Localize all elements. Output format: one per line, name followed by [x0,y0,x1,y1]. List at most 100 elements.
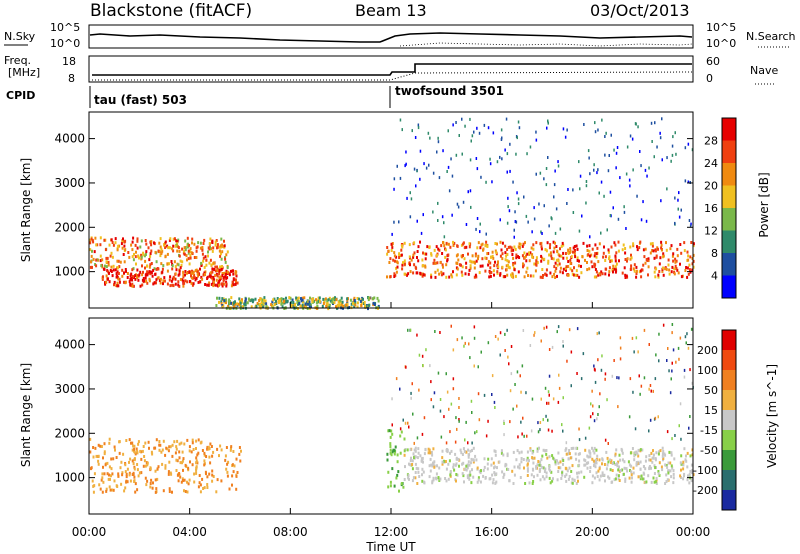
velocity-cell [195,459,198,463]
power-cell [626,259,628,263]
velocity-cell [670,377,672,381]
power-cell [526,152,528,156]
velocity-cell [389,484,392,488]
power-cell [688,219,691,222]
velocity-cell [543,477,546,481]
velocity-cell [526,474,529,477]
velocity-cell [537,460,540,463]
power-cell [553,246,556,250]
power-cell [539,242,542,246]
velocity-cell [542,448,545,452]
power-cell [124,268,127,271]
velocity-cell [201,477,204,481]
velocity-cell [518,463,521,467]
velocity-cell [604,377,606,381]
velocity-cell [99,487,102,491]
power-cell [660,243,663,247]
power-cell [600,180,603,184]
velocity-cell [169,471,172,475]
power-cell [409,215,412,219]
power-cell [545,249,548,253]
velocity-cell [670,453,673,457]
power-cell [653,155,655,159]
velocity-cell [395,377,398,381]
power-cell [496,242,498,246]
velocity-cell [411,459,414,463]
power-cell [540,247,543,251]
power-cell [116,266,119,270]
power-cell [186,236,189,240]
power-cell [595,255,598,259]
power-cell [234,278,237,282]
velocity-cell [390,429,393,433]
power-data-field [89,117,695,311]
power-cell [91,249,93,253]
velocity-cell [576,475,579,479]
power-cell [573,253,576,257]
power-cell [275,299,277,303]
power-cell [565,256,568,260]
velocity-cell [516,449,519,453]
velocity-cell [144,464,147,468]
power-cell [238,297,241,301]
power-cell [406,273,408,277]
power-cell [121,239,124,243]
power-cell [153,281,156,285]
power-cell [162,282,164,286]
power-cell [318,296,321,300]
power-cell [110,270,113,273]
power-cell [289,296,292,300]
power-cell [488,275,491,279]
power-cell [430,275,433,279]
power-cell [639,240,642,244]
power-cell [434,275,437,279]
power-cell [315,298,317,302]
power-cell [328,303,331,307]
power-cell [146,264,148,268]
velocity-cell [190,450,193,454]
velocity-cell [465,420,467,424]
velocity-cell [199,483,202,487]
power-cell [417,123,420,127]
velocity-cell [661,446,664,450]
velocity-cell [97,459,100,463]
velocity-cell [389,451,392,455]
power-cell [611,268,614,272]
power-cell [218,276,221,280]
power-cell [193,274,196,277]
colorbar-tick-label: 4 [711,270,718,283]
velocity-cell [430,380,432,384]
velocity-cell [543,470,546,473]
power-cell [197,280,200,284]
power-cell [626,145,629,149]
power-cell [581,255,584,259]
velocity-cell [212,450,215,454]
velocity-cell [601,471,604,475]
power-cell [506,152,509,156]
velocity-cell [617,405,619,409]
power-cell [265,304,268,308]
power-cell [243,302,246,306]
velocity-cell [389,448,392,452]
power-cell [628,178,631,182]
velocity-cell [498,460,501,464]
velocity-cell [561,457,564,461]
velocity-cell [666,465,669,469]
power-cell [442,149,444,153]
velocity-cell [191,463,194,467]
velocity-cell [669,469,672,473]
power-cell [566,128,568,132]
power-cell [507,260,510,264]
power-cell [658,270,661,273]
velocity-y-label: Slant Range [km] [19,363,33,467]
velocity-cell [431,453,434,457]
velocity-cell [150,478,153,482]
power-cell [610,259,613,263]
power-cell [582,241,585,245]
velocity-cell [439,398,442,401]
velocity-cell [584,436,587,440]
power-cell [489,162,492,166]
velocity-cell [652,449,654,453]
power-cell [541,256,544,260]
velocity-cell [571,481,574,485]
